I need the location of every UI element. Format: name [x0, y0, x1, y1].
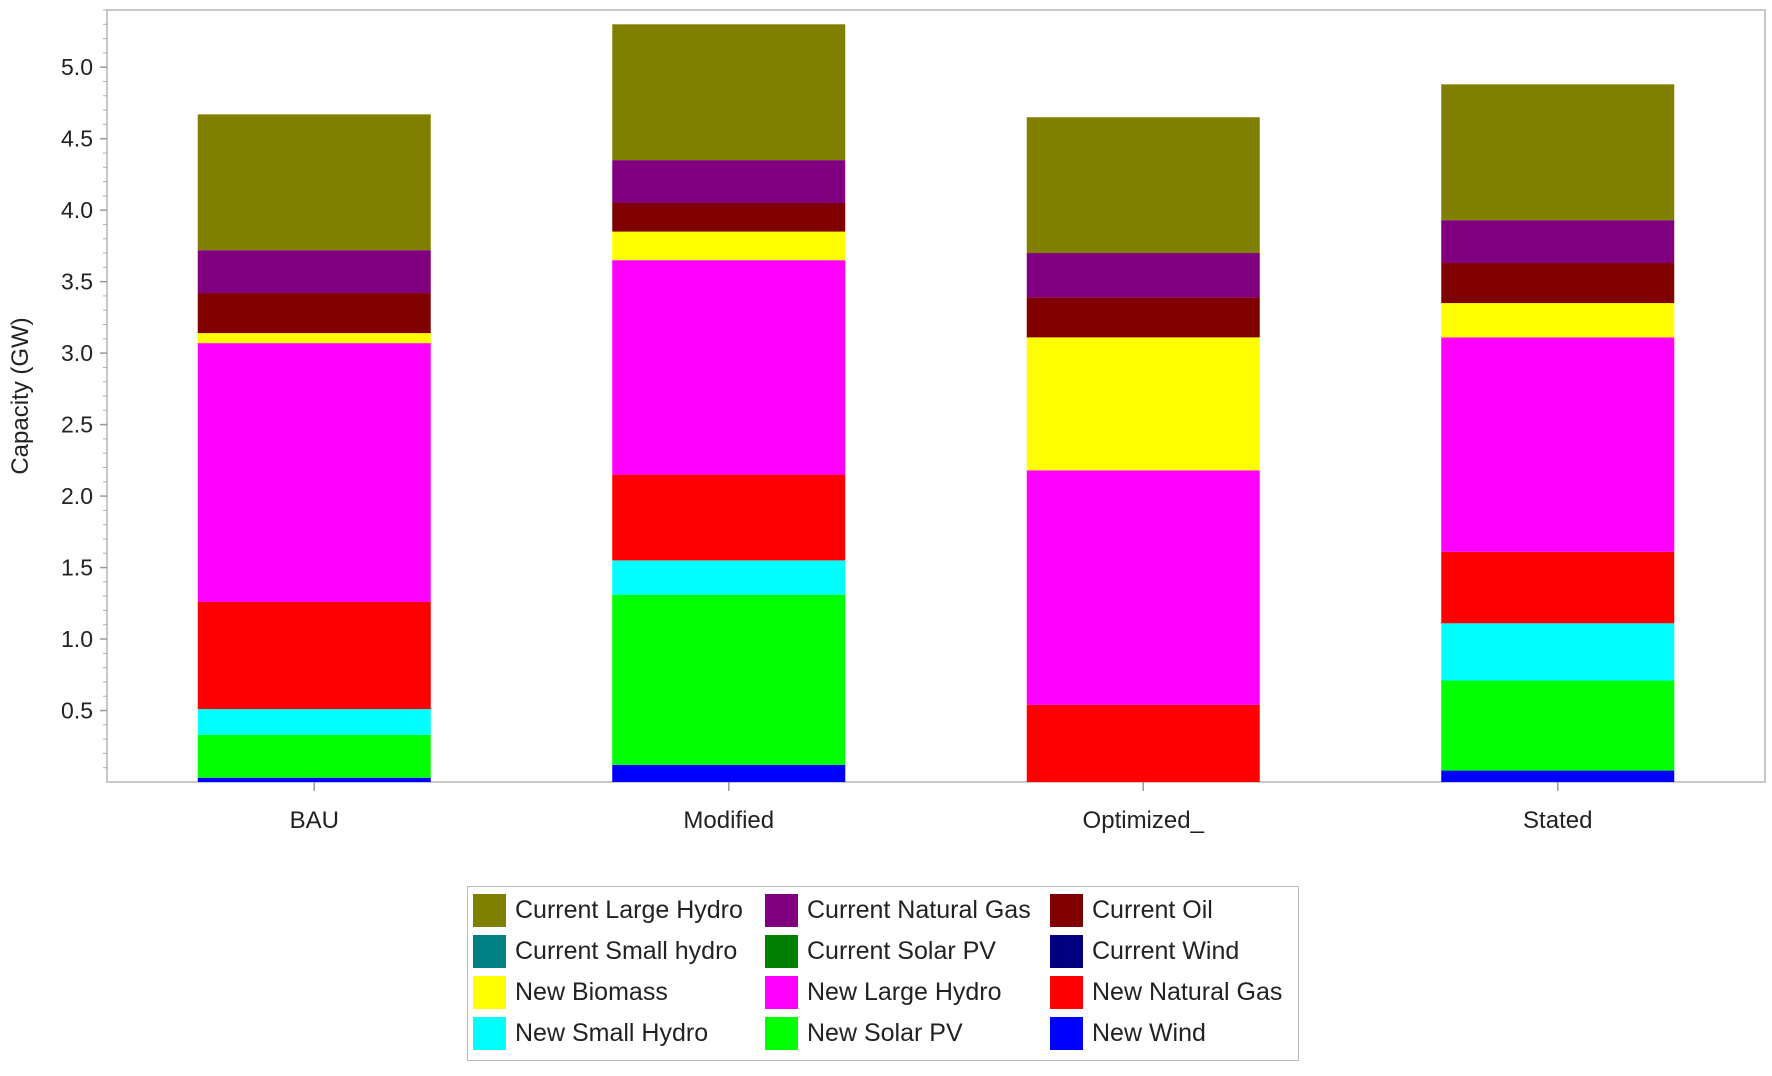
- legend-swatch: [1050, 975, 1083, 1009]
- legend-label: New Biomass: [515, 977, 668, 1006]
- legend-item: New Biomass: [473, 974, 668, 1010]
- legend-swatch: [765, 975, 798, 1009]
- bar-stack-modified: [612, 24, 846, 782]
- legend-swatch: [1050, 1016, 1083, 1050]
- bar-segment-current-natural-gas: [1441, 220, 1675, 264]
- y-tick-label: 4.5: [61, 126, 93, 152]
- x-tick-label: Optimized_: [1083, 807, 1205, 834]
- y-tick-label: 2.0: [61, 483, 93, 509]
- y-tick-label: 1.5: [61, 555, 93, 581]
- legend-label: New Wind: [1092, 1018, 1206, 1047]
- y-axis: 0.5 1.0 1.5 2.0 2.5 3.0 3.5 4.0 4.5 5.0: [61, 9, 107, 769]
- legend-swatch: [473, 975, 506, 1009]
- bar-segment-new-large-hydro: [197, 343, 431, 602]
- legend-item: New Wind: [1050, 1015, 1206, 1051]
- legend-label: Current Natural Gas: [807, 895, 1031, 924]
- y-axis-label: Capacity (GW): [7, 317, 34, 474]
- bar-segment-current-oil: [1026, 297, 1260, 338]
- legend-label: Current Solar PV: [807, 936, 996, 965]
- bar-segment-new-small-hydro: [612, 560, 846, 595]
- legend-item: New Natural Gas: [1050, 974, 1282, 1010]
- legend-item: Current Natural Gas: [765, 892, 1031, 928]
- legend-label: New Small Hydro: [515, 1018, 709, 1047]
- bar-segment-current-large-hydro: [1026, 117, 1260, 254]
- legend-label: New Solar PV: [807, 1018, 963, 1047]
- y-tick-label: 4.0: [61, 197, 93, 223]
- legend-item: Current Solar PV: [765, 933, 996, 969]
- legend-swatch: [473, 1016, 506, 1050]
- bar-segment-current-natural-gas: [197, 250, 431, 294]
- bar-segment-new-small-hydro: [197, 709, 431, 735]
- legend-swatch: [1050, 934, 1083, 968]
- bar-segment-current-natural-gas: [612, 160, 846, 203]
- legend-label: Current Wind: [1092, 936, 1240, 965]
- x-tick-label: Stated: [1523, 807, 1592, 834]
- legend-swatch: [765, 1016, 798, 1050]
- legend-item: New Solar PV: [765, 1015, 963, 1051]
- bar-segment-new-wind: [1441, 770, 1675, 782]
- y-tick-label: 0.5: [61, 698, 93, 724]
- bar-segment-current-oil: [1441, 263, 1675, 304]
- legend-swatch: [765, 934, 798, 968]
- bar-segment-new-wind: [197, 777, 431, 782]
- y-tick-label: 3.5: [61, 269, 93, 295]
- bar-segment-new-large-hydro: [612, 260, 846, 475]
- legend-swatch: [765, 893, 798, 927]
- x-axis: BAU Modified Optimized_ Stated: [290, 782, 1592, 834]
- bar-segment-current-oil: [612, 203, 846, 232]
- y-tick-label: 3.0: [61, 340, 93, 366]
- bar-segment-new-solar-pv: [197, 734, 431, 778]
- legend-label: Current Small hydro: [515, 936, 738, 965]
- legend-swatch: [1050, 893, 1083, 927]
- bar-stack-stated: [1441, 84, 1675, 782]
- legend-item: Current Oil: [1050, 892, 1213, 928]
- legend: Current Large Hydro Current Natural Gas Cu…: [467, 886, 1299, 1061]
- bar-segment-current-large-hydro: [612, 24, 846, 161]
- legend-item: Current Small hydro: [473, 933, 737, 969]
- legend-item: New Large Hydro: [765, 974, 1002, 1010]
- legend-label: Current Oil: [1092, 895, 1213, 924]
- bar-segment-new-large-hydro: [1026, 470, 1260, 705]
- bar-segment-new-large-hydro: [1441, 337, 1675, 552]
- bar-segment-new-small-hydro: [1441, 623, 1675, 681]
- y-tick-label: 5.0: [61, 54, 93, 80]
- bar-segment-new-wind: [612, 764, 846, 782]
- bar-segment-new-biomass: [1026, 337, 1260, 471]
- bar-segment-new-natural-gas: [1026, 704, 1260, 782]
- legend-label: Current Large Hydro: [515, 895, 743, 924]
- x-tick-label: Modified: [683, 807, 774, 834]
- legend-item: New Small Hydro: [473, 1015, 708, 1051]
- bar-stack-optimized-: [1026, 117, 1260, 782]
- legend-item: Current Large Hydro: [473, 892, 743, 928]
- legend-swatch: [473, 893, 506, 927]
- bar-segment-new-solar-pv: [612, 594, 846, 765]
- legend-item: Current Wind: [1050, 933, 1239, 969]
- y-tick-label: 2.5: [61, 412, 93, 438]
- legend-swatch: [473, 934, 506, 968]
- bar-segment-current-large-hydro: [1441, 84, 1675, 221]
- legend-label: New Natural Gas: [1092, 977, 1283, 1006]
- bar-segment-new-natural-gas: [612, 474, 846, 561]
- bar-segment-new-biomass: [612, 231, 846, 261]
- bar-segment-new-biomass: [197, 333, 431, 344]
- x-tick-label: BAU: [290, 807, 339, 834]
- bar-segment-new-natural-gas: [197, 601, 431, 710]
- bar-segment-new-biomass: [1441, 303, 1675, 338]
- bar-stack-bau: [197, 114, 431, 782]
- bar-segment-current-natural-gas: [1026, 253, 1260, 298]
- legend-label: New Large Hydro: [807, 977, 1002, 1006]
- bar-segment-current-large-hydro: [197, 114, 431, 251]
- bars: [197, 24, 1675, 782]
- y-tick-label: 1.0: [61, 626, 93, 652]
- bar-segment-new-natural-gas: [1441, 551, 1675, 624]
- bar-segment-new-solar-pv: [1441, 680, 1675, 771]
- bar-segment-current-oil: [197, 293, 431, 334]
